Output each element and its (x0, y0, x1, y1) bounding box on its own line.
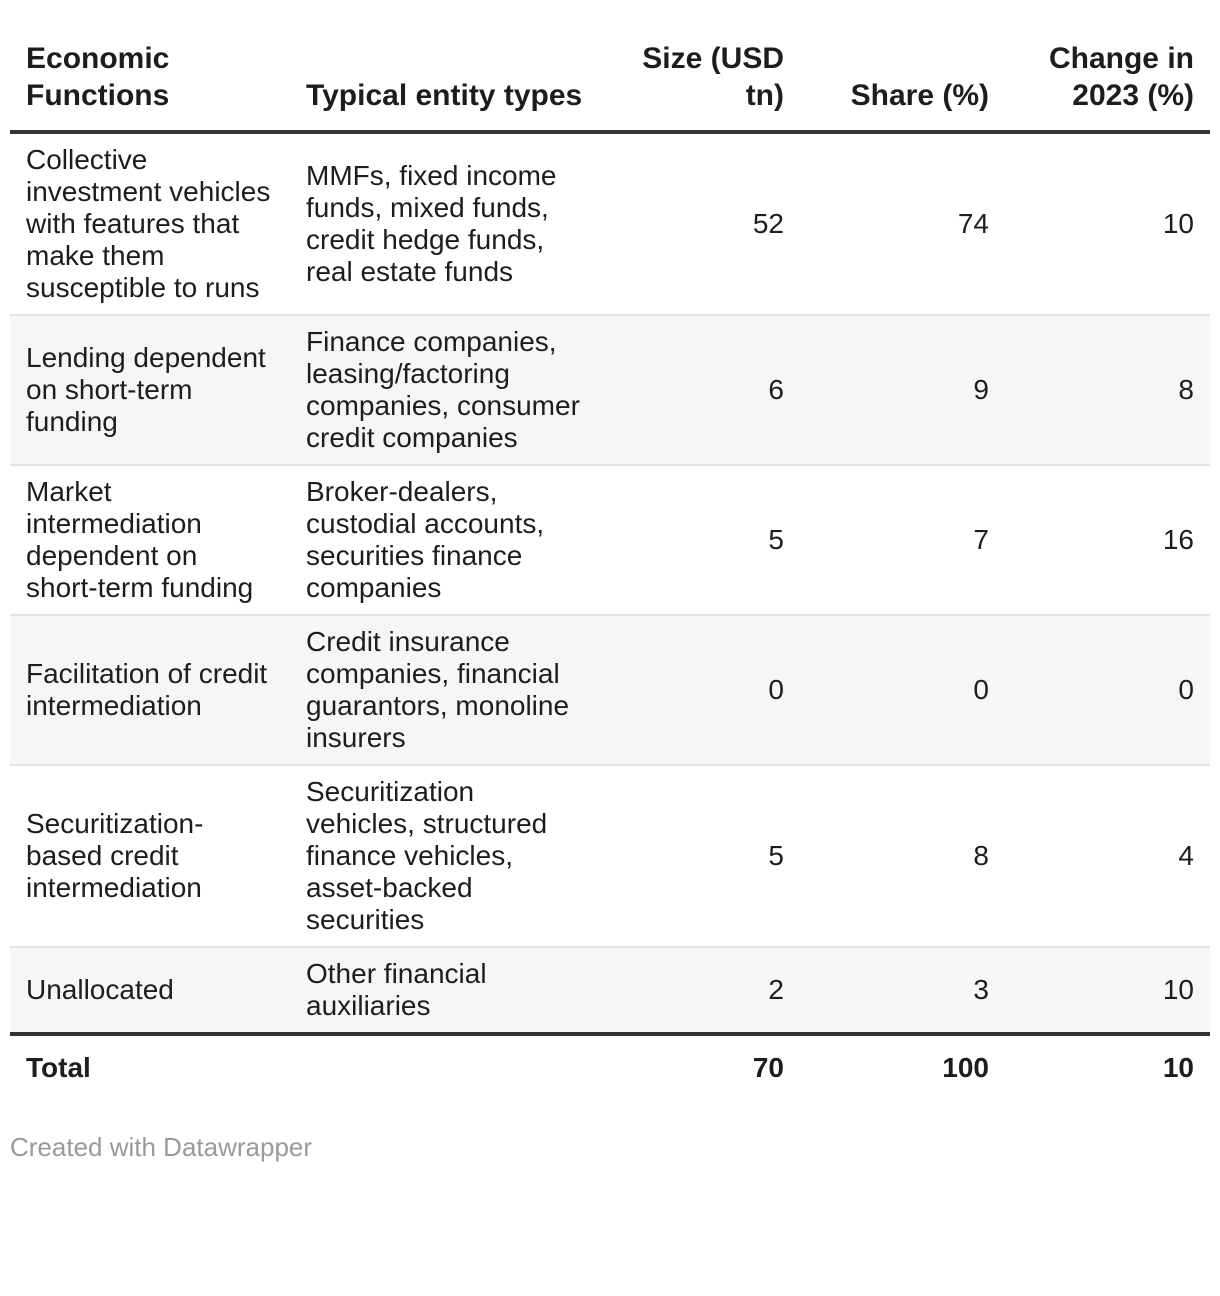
cell-entities: Broker-dealers, custodial accounts, secu… (290, 464, 600, 615)
header-economic-functions: Economic Functions (10, 0, 290, 134)
header-row: Economic Functions Typical entity types … (10, 0, 1210, 134)
cell-entities: MMFs, fixed income funds, mixed funds, c… (306, 160, 557, 287)
cell-entities: Other financial auxiliaries (290, 946, 600, 1034)
table-footer: Total 70 100 10 (10, 1032, 1210, 1104)
cell-entities: Finance companies, leasing/factoring com… (290, 314, 600, 465)
cell-function: Facilitation of credit intermediation (10, 614, 290, 765)
header-typical-entity-types: Typical entity types (290, 0, 600, 134)
cell-change: 10 (1162, 208, 1194, 239)
table-body: Collective investment vehicles with feat… (10, 132, 1210, 1034)
cell-share: 7 (800, 464, 1005, 615)
table-row: Market intermediation dependent on short… (10, 464, 1210, 615)
table-row: Unallocated Other financial auxiliaries … (10, 946, 1210, 1034)
economic-functions-table: Economic Functions Typical entity types … (10, 0, 1210, 1104)
cell-function: Securitization-based credit intermediati… (10, 764, 290, 947)
total-change: 10 (1005, 1032, 1210, 1104)
cell-share: 8 (800, 764, 1005, 947)
cell-change: 10 (1005, 946, 1210, 1034)
cell-entities: Credit insurance companies, financial gu… (290, 614, 600, 765)
cell-function: Lending dependent on short-term funding (10, 314, 290, 465)
datawrapper-attribution: Created with Datawrapper (10, 1132, 313, 1162)
table-header: Economic Functions Typical entity types … (10, 0, 1210, 134)
cell-change: 0 (1005, 614, 1210, 765)
total-size: 70 (600, 1032, 800, 1104)
cell-size: 6 (600, 314, 800, 465)
cell-function: Market intermediation dependent on short… (10, 464, 290, 615)
cell-size: 0 (600, 614, 800, 765)
cell-entities: Securitization vehicles, structured fina… (290, 764, 600, 947)
table-row: Collective investment vehicles with feat… (10, 132, 1210, 315)
cell-change: 4 (1005, 764, 1210, 947)
cell-function: Collective investment vehicles with feat… (26, 144, 271, 303)
total-label: Total (10, 1032, 290, 1104)
header-change-2023-pct: Change in 2023 (%) (1005, 0, 1210, 134)
cell-change: 16 (1005, 464, 1210, 615)
table-row: Securitization-based credit intermediati… (10, 764, 1210, 947)
total-share: 100 (800, 1032, 1005, 1104)
cell-size: 5 (600, 464, 800, 615)
table-row: Lending dependent on short-term funding … (10, 314, 1210, 465)
cell-share: 3 (800, 946, 1005, 1034)
cell-share: 0 (800, 614, 1005, 765)
total-entities-empty (290, 1032, 600, 1104)
table-row: Facilitation of credit intermediation Cr… (10, 614, 1210, 765)
cell-share: 74 (957, 208, 989, 239)
cell-function: Unallocated (10, 946, 290, 1034)
cell-share: 9 (800, 314, 1005, 465)
cell-change: 8 (1005, 314, 1210, 465)
header-size-usd-tn: Size (USD tn) (600, 0, 800, 134)
total-row: Total 70 100 10 (10, 1032, 1210, 1104)
header-share-pct: Share (%) (800, 0, 1005, 134)
cell-size: 52 (752, 208, 784, 239)
cell-size: 2 (600, 946, 800, 1034)
cell-size: 5 (600, 764, 800, 947)
